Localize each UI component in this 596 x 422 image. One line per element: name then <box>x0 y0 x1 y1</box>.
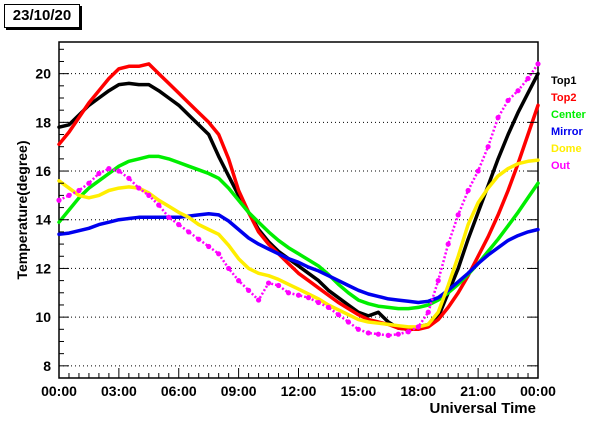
x-tick-label: 09:00 <box>221 383 257 399</box>
data-point <box>96 170 102 177</box>
data-point <box>465 187 471 194</box>
data-point <box>375 331 381 337</box>
y-axis-label: Temperature(degree) <box>14 140 30 279</box>
data-point <box>305 295 312 301</box>
y-tick-label: 18 <box>35 114 51 130</box>
data-point <box>395 331 401 337</box>
series-top1 <box>57 71 540 332</box>
x-axis-label: Universal Time <box>430 400 536 417</box>
x-tick-label: 18:00 <box>400 383 436 399</box>
y-tick-label: 20 <box>35 66 51 82</box>
data-point <box>255 297 262 303</box>
data-point <box>335 312 342 318</box>
data-point <box>186 229 192 235</box>
data-point <box>535 61 541 67</box>
x-tick-label: 12:00 <box>281 383 317 399</box>
data-point <box>385 332 391 338</box>
data-point <box>116 168 122 174</box>
data-point <box>156 202 162 208</box>
data-point <box>405 329 411 335</box>
data-point <box>136 185 142 191</box>
date-label: 23/10/20 <box>4 4 80 28</box>
y-tick-label: 8 <box>43 358 51 374</box>
data-point <box>86 180 92 186</box>
data-point <box>505 97 511 104</box>
legend: Top1 Top2 Center Mirror Dome Out <box>551 75 587 172</box>
data-point <box>246 287 252 293</box>
plot-frame <box>58 41 539 379</box>
x-tick-label: 00:00 <box>520 383 556 399</box>
data-point <box>525 75 531 82</box>
y-tick-label: 16 <box>35 163 51 179</box>
y-tick-label: 10 <box>35 309 51 325</box>
axis-ticks: 8 10 12 14 16 18 20 00:00 03:00 06:00 09:00 12:00 15… <box>35 48 556 399</box>
x-tick-label: 06:00 <box>161 383 197 399</box>
data-point <box>475 168 481 174</box>
data-point <box>455 212 461 218</box>
y-tick-label: 14 <box>35 212 51 228</box>
series-mirror <box>57 211 540 305</box>
series-layer <box>56 61 541 338</box>
data-point <box>445 241 451 247</box>
data-point <box>56 197 62 203</box>
legend-entry-top2: Top2 <box>551 92 576 104</box>
legend-entry-top1: Top1 <box>551 75 576 87</box>
x-tick-label: 03:00 <box>101 383 137 399</box>
data-point <box>146 192 152 198</box>
data-point <box>236 278 242 284</box>
data-point <box>495 114 501 121</box>
legend-entry-out: Out <box>551 160 570 172</box>
data-point <box>325 304 332 310</box>
x-tick-label: 15:00 <box>340 383 376 399</box>
data-point <box>355 326 361 332</box>
x-tick-label: 00:00 <box>41 383 77 399</box>
legend-entry-center: Center <box>551 109 587 121</box>
data-point <box>435 278 441 284</box>
data-point <box>226 265 232 272</box>
data-point <box>485 144 491 150</box>
data-point <box>166 214 172 220</box>
data-point <box>365 330 371 336</box>
data-point <box>315 299 322 306</box>
data-point <box>216 251 222 257</box>
series-top2 <box>57 62 540 332</box>
legend-entry-dome: Dome <box>551 143 582 155</box>
data-point <box>425 309 431 315</box>
data-point <box>176 222 182 228</box>
data-point <box>295 292 302 298</box>
data-point <box>515 88 521 94</box>
data-point <box>206 243 212 250</box>
data-point <box>76 187 82 194</box>
data-point <box>285 290 292 296</box>
legend-entry-mirror: Mirror <box>551 126 584 138</box>
x-tick-label: 21:00 <box>460 383 496 399</box>
data-point <box>275 282 282 289</box>
data-point <box>66 192 72 198</box>
data-point <box>196 236 202 242</box>
data-point <box>126 175 132 181</box>
data-point <box>345 319 351 325</box>
series-out <box>56 61 541 338</box>
data-point <box>265 280 272 286</box>
data-point <box>106 166 112 172</box>
y-tick-label: 12 <box>35 260 51 276</box>
series-center <box>57 154 540 311</box>
data-point <box>415 324 421 330</box>
